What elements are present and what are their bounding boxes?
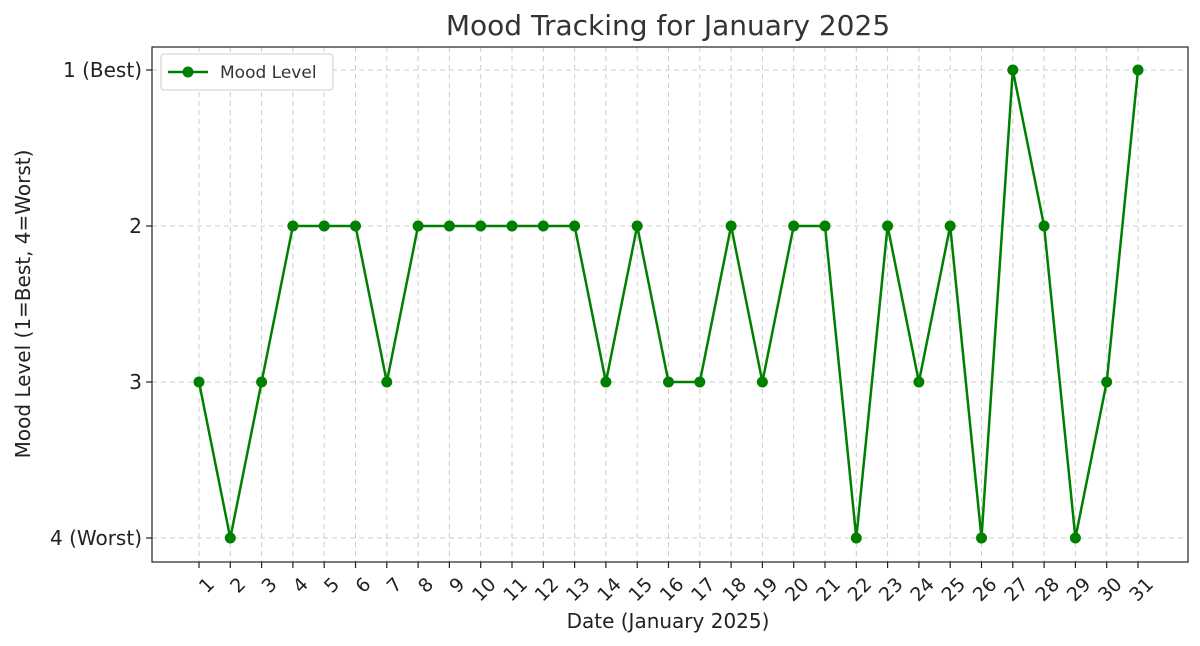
x-tick-label: 12	[531, 573, 564, 606]
data-point	[350, 220, 361, 232]
x-tick-label: 25	[937, 573, 970, 606]
data-point	[694, 376, 706, 388]
x-tick-label: 6	[351, 573, 375, 597]
data-point	[631, 220, 643, 232]
x-tick-label: 17	[687, 573, 720, 606]
data-point	[1007, 64, 1019, 76]
legend-marker	[182, 66, 194, 78]
data-point	[537, 220, 549, 232]
x-tick-label: 10	[468, 573, 501, 606]
data-point	[1038, 220, 1050, 232]
data-point	[1101, 376, 1113, 388]
x-tick-label: 11	[499, 573, 532, 606]
data-point	[663, 376, 674, 388]
data-point	[600, 376, 612, 388]
data-point	[882, 220, 894, 232]
x-tick-label: 7	[383, 573, 407, 597]
y-axis-label: Mood Level (1=Best, 4=Worst)	[11, 150, 35, 459]
x-tick-label: 3	[257, 573, 281, 597]
data-point	[913, 376, 925, 388]
legend-box	[160, 53, 334, 91]
x-tick-label: 21	[812, 573, 845, 606]
x-tick-label: 24	[906, 573, 939, 606]
x-tick-label: 30	[1094, 573, 1127, 606]
data-point	[756, 376, 768, 388]
x-tick-label: 13	[562, 573, 595, 606]
data-point	[318, 220, 330, 232]
x-tick-label: 8	[414, 573, 438, 597]
data-point	[224, 532, 236, 544]
x-tick-label: 29	[1063, 573, 1096, 606]
x-tick-label: 22	[844, 573, 877, 606]
x-tick-label: 15	[624, 573, 657, 606]
data-point	[287, 220, 299, 232]
series-layer	[193, 64, 1144, 544]
data-point	[1132, 64, 1144, 76]
x-tick-label: 19	[750, 573, 783, 606]
x-tick-label: 5	[320, 573, 344, 597]
grid-layer	[152, 47, 1188, 562]
legend-label: Mood Level	[220, 63, 317, 83]
y-tick-label: 1 (Best)	[63, 58, 142, 82]
y-tick-label: 3	[129, 370, 142, 394]
ticks-layer: 1 2 3 4 5 6 7 8 91011121314151617181920212223242…	[50, 58, 1158, 606]
data-point	[850, 532, 862, 544]
data-point	[443, 220, 455, 232]
x-tick-label: 14	[593, 573, 626, 606]
data-point	[412, 220, 424, 232]
x-tick-label: 27	[1000, 573, 1033, 606]
data-point	[819, 220, 831, 232]
x-tick-label: 16	[656, 573, 689, 606]
data-point	[256, 376, 268, 388]
x-tick-label: 2	[226, 573, 250, 597]
data-point	[788, 220, 800, 232]
x-tick-label: 9	[445, 573, 469, 597]
chart-title: Mood Tracking for January 2025	[446, 9, 890, 42]
data-point	[506, 220, 518, 232]
x-tick-label: 4	[289, 573, 313, 597]
plot-frame	[151, 46, 1189, 563]
x-tick-label: 23	[875, 573, 908, 606]
legend: Mood Level	[160, 53, 334, 91]
x-tick-label: 1	[195, 573, 219, 597]
data-point	[1069, 532, 1081, 544]
data-point	[193, 376, 205, 388]
data-point	[944, 220, 956, 232]
data-point	[569, 220, 581, 232]
data-point	[475, 220, 487, 232]
x-tick-label: 28	[1031, 573, 1064, 606]
data-point	[381, 376, 393, 388]
x-tick-label: 20	[781, 573, 814, 606]
y-tick-label: 4 (Worst)	[50, 526, 142, 550]
y-tick-label: 2	[129, 214, 142, 238]
x-axis-label: Date (January 2025)	[567, 609, 770, 633]
x-tick-label: 31	[1125, 573, 1158, 606]
axes-layer	[151, 46, 1189, 563]
data-point	[725, 220, 737, 232]
x-tick-label: 18	[718, 573, 751, 606]
data-point	[976, 532, 987, 544]
x-tick-label: 26	[969, 573, 1002, 606]
